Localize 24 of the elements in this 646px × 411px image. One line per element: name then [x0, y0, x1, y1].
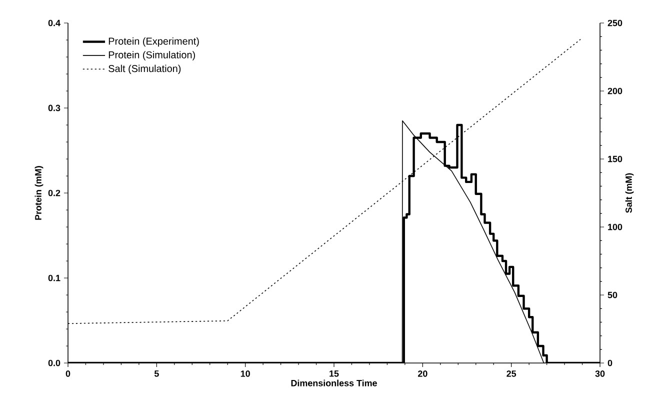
y-tick-label: 0.0	[48, 360, 60, 366]
y-axis-title: Protein (mM)	[34, 166, 44, 220]
x-tick-label: 15	[330, 370, 339, 377]
x-tick-label: 5	[154, 370, 159, 377]
x-tick-label: 20	[418, 370, 428, 377]
legend-label: Protein (Simulation)	[108, 51, 195, 60]
y2-tick-label: 50	[608, 292, 618, 298]
x-axis-title: Dimensionless Time	[291, 380, 377, 386]
y2-tick-label: 250	[608, 20, 622, 26]
y2-tick-label: 150	[608, 156, 622, 162]
x-tick-label: 30	[595, 370, 605, 377]
x-tick-label: 10	[240, 370, 250, 377]
legend-label: Protein (Experiment)	[108, 37, 199, 47]
y2-tick-label: 100	[608, 224, 622, 230]
y-tick-label: 0.4	[48, 20, 60, 26]
legend-label: Salt (Simulation)	[108, 64, 181, 74]
y2-tick-label: 200	[608, 88, 622, 94]
y-tick-label: 0.3	[48, 104, 60, 112]
y2-axis-title: Salt (mM)	[625, 173, 634, 213]
y2-tick-label: 0	[608, 360, 612, 366]
y-tick-label: 0.1	[48, 274, 60, 282]
x-tick-label: 25	[506, 370, 516, 377]
y-tick-label: 0.2	[48, 190, 60, 196]
x-tick-label: 0	[66, 370, 70, 377]
